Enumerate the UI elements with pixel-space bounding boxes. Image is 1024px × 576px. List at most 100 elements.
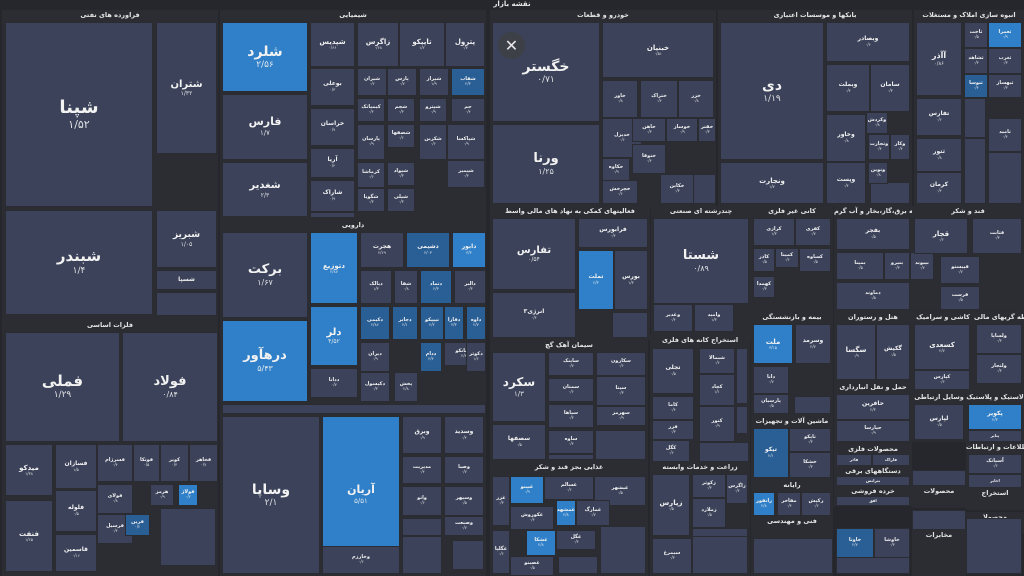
symbol-tile[interactable]: پترول ۰/۷ (445, 22, 485, 67)
minor-symbol-tile[interactable] (402, 518, 442, 536)
symbol-tile[interactable]: خفنر ۰/۳ (698, 118, 716, 142)
symbol-tile[interactable]: ورنا ۱/۲۵ (492, 124, 600, 204)
symbol-tile[interactable]: تاپکو ۰/۳ (789, 428, 831, 452)
symbol-tile[interactable]: قجار ۰/۶ (914, 218, 968, 254)
symbol-tile[interactable]: خچرخش ۰/۶ (602, 180, 638, 204)
symbol-tile[interactable]: خاوشا ۰/۳ (874, 528, 910, 558)
symbol-tile[interactable]: فوتکا ۰/۵ (133, 444, 160, 482)
symbol-tile[interactable] (836, 442, 910, 444)
symbol-tile[interactable]: دفارا ۳/۳ (444, 306, 464, 340)
minor-symbol-tile[interactable] (222, 404, 486, 414)
minor-symbol-tile[interactable] (156, 292, 217, 316)
symbol-tile[interactable]: دکپسول ۰/۳ (360, 372, 390, 402)
minor-symbol-tile[interactable] (966, 518, 1022, 574)
symbol-tile[interactable]: زاگرس ۰/۴ (726, 474, 748, 504)
symbol-tile[interactable]: غشکا ۲/۸ (526, 530, 556, 556)
symbol-tile[interactable]: درهآور ۵/۴۳ (222, 320, 308, 402)
symbol-tile[interactable]: ثنوسا ۰/۴ (964, 74, 988, 98)
symbol-tile[interactable]: سصفها ۰/۵ (492, 424, 546, 460)
symbol-tile[interactable]: ونجارت ۱/۷ (720, 162, 824, 204)
symbol-tile[interactable]: شیمیر ۰/۳ (447, 160, 485, 188)
minor-symbol-tile[interactable] (160, 508, 216, 566)
minor-symbol-tile[interactable] (612, 312, 648, 338)
symbol-tile[interactable]: شاراک ۰/۹ (310, 180, 355, 212)
symbol-tile[interactable]: افق (836, 496, 910, 506)
symbol-tile[interactable]: شکربن ۰/۶ (419, 124, 447, 160)
symbol-tile[interactable]: پکویر ۲/۳ (968, 404, 1022, 430)
symbol-tile[interactable]: فرابورس ۰/۴ (578, 218, 648, 248)
symbol-tile[interactable] (914, 440, 964, 442)
symbol-tile[interactable]: شیراز ۱/۹ (419, 68, 449, 96)
symbol-tile[interactable]: تیکو ۲/۱ (753, 428, 789, 478)
symbol-tile[interactable]: فولاژ ۰/۲ (178, 484, 198, 506)
symbol-tile[interactable]: گکیش ۰/۵ (876, 324, 910, 380)
symbol-tile[interactable]: ثتور ۰/۸ (916, 138, 962, 172)
symbol-tile[interactable]: ختراک ۰/۴ (640, 80, 678, 118)
symbol-tile[interactable]: شصفها ۰/۶ (387, 124, 415, 148)
symbol-tile[interactable]: وامید ۱/۳ (694, 304, 734, 332)
symbol-tile[interactable]: وسرمد ۲/۷ (795, 324, 831, 364)
symbol-tile[interactable]: بمپنا ۰/۵ (836, 252, 884, 280)
symbol-tile[interactable]: تفارس ۰/۵۴ (492, 218, 576, 290)
minor-symbol-tile[interactable] (600, 526, 646, 574)
symbol-tile[interactable]: غگلپا ۰/۶ (492, 530, 510, 574)
minor-symbol-tile[interactable] (558, 556, 598, 574)
symbol-tile[interactable]: کساوه ۰/۵ (799, 248, 831, 272)
symbol-tile[interactable]: ساینک ۰/۷ (548, 352, 594, 376)
symbol-tile[interactable]: دیران ۰/۹ (360, 342, 390, 372)
symbol-tile[interactable]: غمارگ ۰/۷ (576, 500, 610, 526)
symbol-tile[interactable]: شبمالا ۰/۶ (699, 348, 735, 374)
symbol-tile[interactable]: کرمان ۰/۴ (916, 172, 962, 204)
symbol-tile[interactable]: زپارس ۰/۵ (652, 474, 690, 536)
symbol-tile[interactable]: بترانس (836, 476, 910, 486)
minor-symbol-tile[interactable] (548, 454, 594, 460)
symbol-tile[interactable]: ثعمرا ۰/۹ (988, 22, 1022, 48)
symbol-tile[interactable]: کاما ۰/۴ (652, 396, 694, 420)
symbol-tile[interactable]: خکاوه ۰/۹ (602, 158, 630, 182)
symbol-tile[interactable]: ونوین ۰/۸ (868, 162, 888, 184)
symbol-tile[interactable]: مفاخر ۰/۴ (777, 492, 801, 516)
symbol-tile[interactable]: فرین ۰/۲ (125, 514, 150, 536)
symbol-tile[interactable]: دیالک ۱/۳ (360, 270, 392, 304)
symbol-tile[interactable]: انرژی۳ ۰/۴ (492, 292, 576, 338)
symbol-tile[interactable]: ثبهساز ۰/۳ (988, 74, 1022, 98)
symbol-tile[interactable]: کپارس ۰/۶ (914, 370, 970, 390)
symbol-tile[interactable]: کنور ۰/۹ (699, 406, 735, 442)
symbol-tile[interactable]: جم ۰/۴ (451, 98, 485, 122)
symbol-tile[interactable]: شجم ۰/۳ (387, 98, 415, 122)
symbol-tile[interactable]: پارسان ۰/۹ (357, 124, 385, 160)
symbol-tile[interactable]: فولاد ۰/۸۴ (122, 332, 218, 442)
symbol-tile[interactable]: وبصادر ۰/۶ (826, 22, 910, 62)
symbol-tile[interactable]: آسیاتک ۰/۶ (968, 454, 1022, 474)
symbol-tile[interactable]: سکارون ۰/۶ (596, 352, 646, 376)
minor-symbol-tile[interactable] (736, 348, 748, 404)
symbol-tile[interactable]: غصینو ۰/۵ (510, 556, 554, 576)
minor-symbol-tile[interactable] (595, 430, 646, 460)
symbol-tile[interactable]: تاپیکو ۱/۲ (399, 22, 445, 67)
symbol-tile[interactable]: تفارس ۰/۶ (916, 98, 962, 136)
minor-symbol-tile[interactable] (988, 152, 1022, 204)
symbol-tile[interactable]: وبملت ۰/۴ (826, 64, 870, 112)
symbol-tile[interactable]: سگسا ۰/۹ (836, 324, 876, 380)
symbol-tile[interactable]: غگل ۰/۴ (556, 530, 596, 550)
symbol-tile[interactable]: فلوله ۰/۵ (55, 490, 97, 532)
symbol-tile[interactable]: بوعلی ۰/۳ (310, 68, 355, 106)
symbol-tile[interactable]: وخارزم ۰/۶ (322, 546, 400, 574)
symbol-tile[interactable]: ثشاهد ۰/۳ (964, 48, 988, 74)
symbol-tile[interactable]: داوه ۲/۷ (466, 306, 486, 340)
symbol-tile[interactable]: شپترو ۰/۹ (419, 98, 447, 122)
symbol-tile[interactable]: فزر ۰/۳ (652, 420, 694, 440)
symbol-tile[interactable]: شفاب ۲/۳ (451, 68, 485, 96)
symbol-tile[interactable]: شتران ۱/۳۲ (156, 22, 217, 154)
symbol-tile[interactable]: ولساپا ۰/۳ (976, 324, 1022, 354)
symbol-tile[interactable]: خاور ۰/۸ (602, 80, 638, 118)
symbol-tile[interactable]: هجرت ۲/۶۹ (360, 232, 404, 268)
symbol-tile[interactable]: فسرژام ۰/۴ (97, 444, 133, 482)
symbol-tile[interactable]: دالبر ۰/۳ (454, 270, 486, 304)
symbol-tile[interactable]: ساوه ۰/۴ (548, 430, 594, 454)
symbol-tile[interactable]: رکیش ۰/۶ (801, 492, 831, 516)
symbol-tile[interactable]: وغدیر ۰/۴ (653, 304, 693, 332)
symbol-tile[interactable]: کچاد ۱/۱ (699, 374, 735, 406)
symbol-tile[interactable]: سیتا ۰/۳ (596, 376, 646, 406)
symbol-tile[interactable]: ددام ۲/۴ (420, 342, 442, 372)
